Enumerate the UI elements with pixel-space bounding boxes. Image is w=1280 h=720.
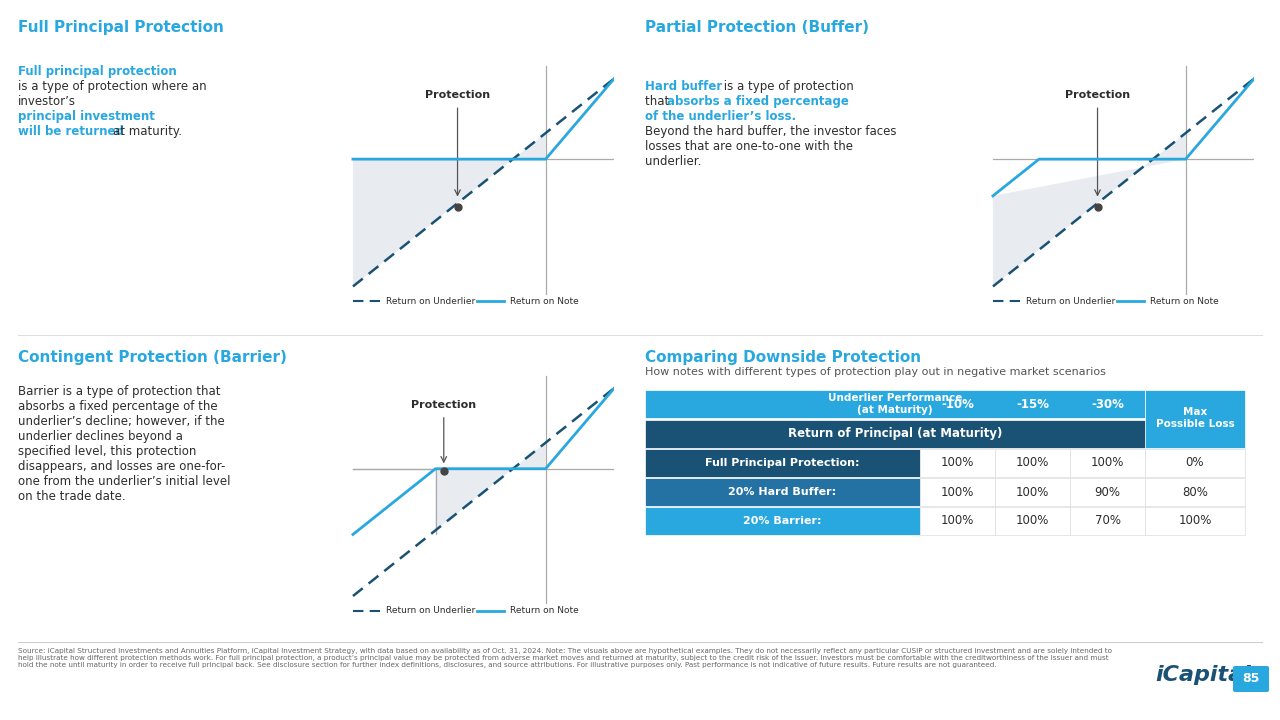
- Text: principal investment: principal investment: [18, 110, 155, 123]
- Text: is a type of protection: is a type of protection: [719, 80, 854, 93]
- Text: 70%: 70%: [1094, 515, 1120, 528]
- Text: Return on Underlier: Return on Underlier: [387, 297, 475, 305]
- FancyBboxPatch shape: [920, 449, 995, 477]
- Text: 0%: 0%: [1185, 456, 1204, 469]
- Text: -10%: -10%: [941, 397, 974, 410]
- Text: 100%: 100%: [941, 456, 974, 469]
- FancyBboxPatch shape: [1146, 449, 1245, 477]
- Text: that: that: [645, 95, 673, 108]
- Text: Return on Note: Return on Note: [509, 606, 579, 615]
- FancyBboxPatch shape: [1070, 449, 1146, 477]
- Text: underlier.: underlier.: [645, 155, 701, 168]
- FancyBboxPatch shape: [645, 390, 1146, 418]
- Text: will be returned: will be returned: [18, 125, 124, 138]
- Text: of the underlier’s loss.: of the underlier’s loss.: [645, 110, 796, 123]
- Text: Protection: Protection: [411, 400, 476, 410]
- FancyBboxPatch shape: [1146, 507, 1245, 535]
- Text: underlier declines beyond a: underlier declines beyond a: [18, 430, 183, 443]
- Text: 100%: 100%: [1016, 485, 1050, 498]
- Text: -30%: -30%: [1091, 397, 1124, 410]
- Text: Beyond the hard buffer, the investor faces: Beyond the hard buffer, the investor fac…: [645, 125, 896, 138]
- Text: 100%: 100%: [941, 485, 974, 498]
- Text: Return on Note: Return on Note: [1149, 297, 1219, 305]
- Text: investor’s: investor’s: [18, 95, 76, 108]
- Polygon shape: [353, 133, 545, 287]
- Text: specified level, this protection: specified level, this protection: [18, 445, 196, 458]
- Text: absorbs a fixed percentage of the: absorbs a fixed percentage of the: [18, 400, 218, 413]
- Text: Comparing Downside Protection: Comparing Downside Protection: [645, 350, 922, 365]
- Text: Return on Underlier: Return on Underlier: [387, 606, 475, 615]
- Text: Partial Protection (Buffer): Partial Protection (Buffer): [645, 20, 869, 35]
- Text: -15%: -15%: [1016, 397, 1050, 410]
- FancyBboxPatch shape: [995, 449, 1070, 477]
- Text: 100%: 100%: [1016, 515, 1050, 528]
- Text: losses that are one-to-one with the: losses that are one-to-one with the: [645, 140, 852, 153]
- Text: Return on Note: Return on Note: [509, 297, 579, 305]
- Text: Protection: Protection: [425, 91, 490, 100]
- Text: Barrier is a type of protection that: Barrier is a type of protection that: [18, 385, 220, 398]
- FancyBboxPatch shape: [645, 507, 920, 535]
- Text: one from the underlier’s initial level: one from the underlier’s initial level: [18, 475, 230, 488]
- FancyBboxPatch shape: [1233, 666, 1268, 692]
- FancyBboxPatch shape: [920, 478, 995, 506]
- Text: 100%: 100%: [1016, 456, 1050, 469]
- Text: Full principal protection: Full principal protection: [18, 65, 177, 78]
- Text: 100%: 100%: [1179, 515, 1212, 528]
- FancyBboxPatch shape: [1146, 478, 1245, 506]
- Text: absorbs a fixed percentage: absorbs a fixed percentage: [667, 95, 849, 108]
- Text: Full Principal Protection: Full Principal Protection: [18, 20, 224, 35]
- FancyBboxPatch shape: [1070, 478, 1146, 506]
- Text: 80%: 80%: [1181, 485, 1208, 498]
- Text: 85: 85: [1243, 672, 1260, 685]
- Polygon shape: [993, 133, 1185, 287]
- Text: Max
Possible Loss: Max Possible Loss: [1156, 408, 1234, 429]
- Text: 20% Hard Buffer:: 20% Hard Buffer:: [728, 487, 837, 497]
- Text: Full Principal Protection:: Full Principal Protection:: [705, 458, 860, 468]
- Text: Hard buffer: Hard buffer: [645, 80, 722, 93]
- Text: 20% Barrier:: 20% Barrier:: [744, 516, 822, 526]
- Text: on the trade date.: on the trade date.: [18, 490, 125, 503]
- Text: iCapital.: iCapital.: [1155, 665, 1260, 685]
- Text: Protection: Protection: [1065, 91, 1130, 100]
- FancyBboxPatch shape: [995, 507, 1070, 535]
- Text: Return on Underlier: Return on Underlier: [1027, 297, 1115, 305]
- FancyBboxPatch shape: [920, 507, 995, 535]
- FancyBboxPatch shape: [1146, 390, 1245, 448]
- Text: is a type of protection where an: is a type of protection where an: [18, 80, 206, 93]
- Text: disappears, and losses are one-for-: disappears, and losses are one-for-: [18, 460, 225, 473]
- FancyBboxPatch shape: [645, 449, 920, 477]
- Text: 100%: 100%: [941, 515, 974, 528]
- FancyBboxPatch shape: [645, 478, 920, 506]
- Text: Contingent Protection (Barrier): Contingent Protection (Barrier): [18, 350, 287, 365]
- Text: underlier’s decline; however, if the: underlier’s decline; however, if the: [18, 415, 225, 428]
- Text: Return of Principal (at Maturity): Return of Principal (at Maturity): [787, 428, 1002, 441]
- Text: Underlier Performance
(at Maturity): Underlier Performance (at Maturity): [828, 393, 963, 415]
- Text: 90%: 90%: [1094, 485, 1120, 498]
- FancyBboxPatch shape: [1070, 507, 1146, 535]
- Polygon shape: [435, 443, 545, 531]
- Text: 100%: 100%: [1091, 456, 1124, 469]
- FancyBboxPatch shape: [995, 478, 1070, 506]
- Text: at maturity.: at maturity.: [113, 125, 182, 138]
- Text: How notes with different types of protection play out in negative market scenari: How notes with different types of protec…: [645, 367, 1106, 377]
- FancyBboxPatch shape: [645, 420, 1146, 448]
- Text: Source: iCapital Structured Investments and Annuities Platform, iCapital Investm: Source: iCapital Structured Investments …: [18, 648, 1112, 668]
